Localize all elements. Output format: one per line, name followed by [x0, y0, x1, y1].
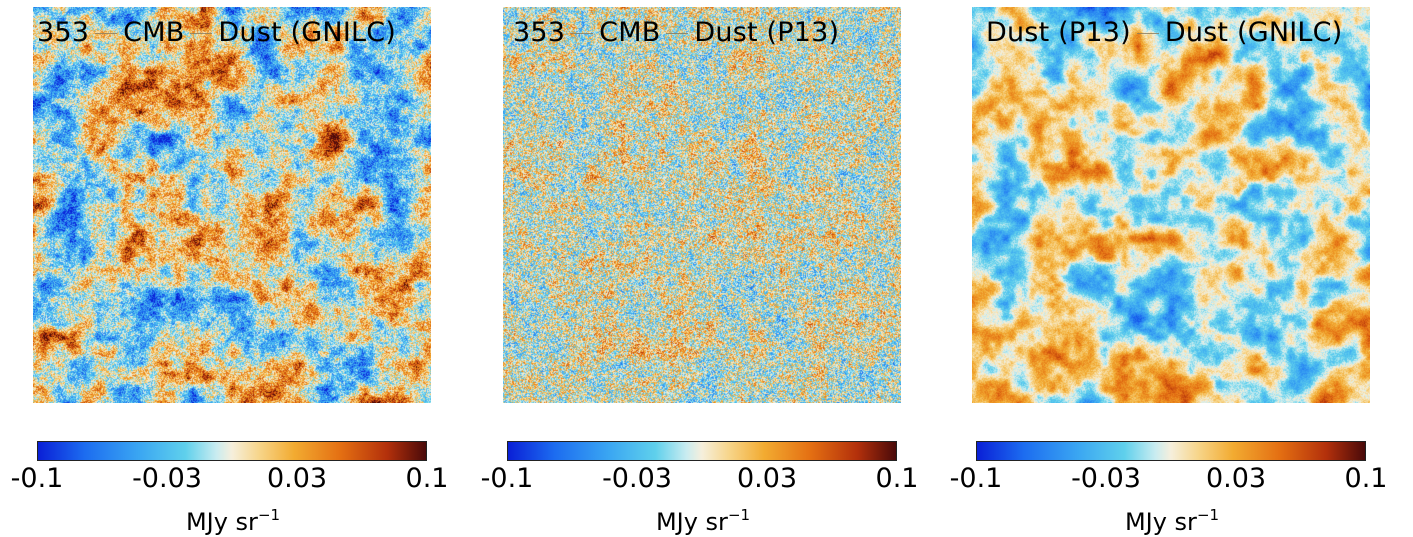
title-separator — [95, 33, 118, 34]
colorbar-tick: -0.03 — [132, 463, 202, 494]
map-title-3: Dust (P13) Dust (GNILC) — [986, 16, 1342, 50]
colorbar-tick: 0.03 — [736, 463, 798, 494]
colorbar-tick: -0.1 — [480, 463, 534, 494]
sky-map-1 — [33, 7, 431, 403]
colorbar-1 — [37, 441, 427, 461]
colorbar-tick: 0.03 — [266, 463, 328, 494]
title-part: 353 — [37, 17, 90, 48]
map-title-1: 353 CMB Dust (GNILC) — [37, 16, 396, 50]
sky-map-2 — [503, 7, 901, 403]
colorbar-tick: 0.03 — [1205, 463, 1267, 494]
map-panel-1: 353 CMB Dust (GNILC) -0.1 -0.03 0.03 0.1 M… — [11, 0, 453, 536]
colorbar-unit: MJy sr−1 — [1124, 506, 1220, 536]
colorbar-tick: -0.03 — [1071, 463, 1141, 494]
map-title-2: 353 CMB Dust (P13) — [513, 16, 839, 50]
colorbar-tick: -0.03 — [602, 463, 672, 494]
sky-map-3 — [972, 7, 1370, 403]
title-part: Dust (P13) — [986, 17, 1131, 48]
colorbar-unit: MJy sr−1 — [185, 506, 281, 536]
title-part: Dust (GNILC) — [218, 17, 397, 48]
colorbar-unit: MJy sr−1 — [655, 506, 751, 536]
map-panel-3: Dust (P13) Dust (GNILC) -0.1 -0.03 0.03 0… — [950, 0, 1392, 536]
title-part: Dust (GNILC) — [1164, 17, 1343, 48]
colorbar-tick: 0.1 — [405, 463, 449, 494]
title-separator — [190, 33, 213, 34]
title-separator — [666, 33, 689, 34]
colorbar-tick: -0.1 — [10, 463, 64, 494]
title-separator — [1136, 33, 1159, 34]
colorbar-tick: 0.1 — [1344, 463, 1388, 494]
colorbar-2 — [507, 441, 897, 461]
title-part: 353 — [513, 17, 566, 48]
map-panel-2: 353 CMB Dust (P13) -0.1 -0.03 0.03 0.1 MJy… — [481, 0, 923, 536]
title-part: Dust (P13) — [694, 17, 840, 48]
colorbar-tick: -0.1 — [949, 463, 1003, 494]
colorbar-tick: 0.1 — [875, 463, 919, 494]
title-part: CMB — [123, 17, 185, 48]
colorbar-3 — [976, 441, 1366, 461]
title-part: CMB — [599, 17, 661, 48]
title-separator — [571, 33, 594, 34]
